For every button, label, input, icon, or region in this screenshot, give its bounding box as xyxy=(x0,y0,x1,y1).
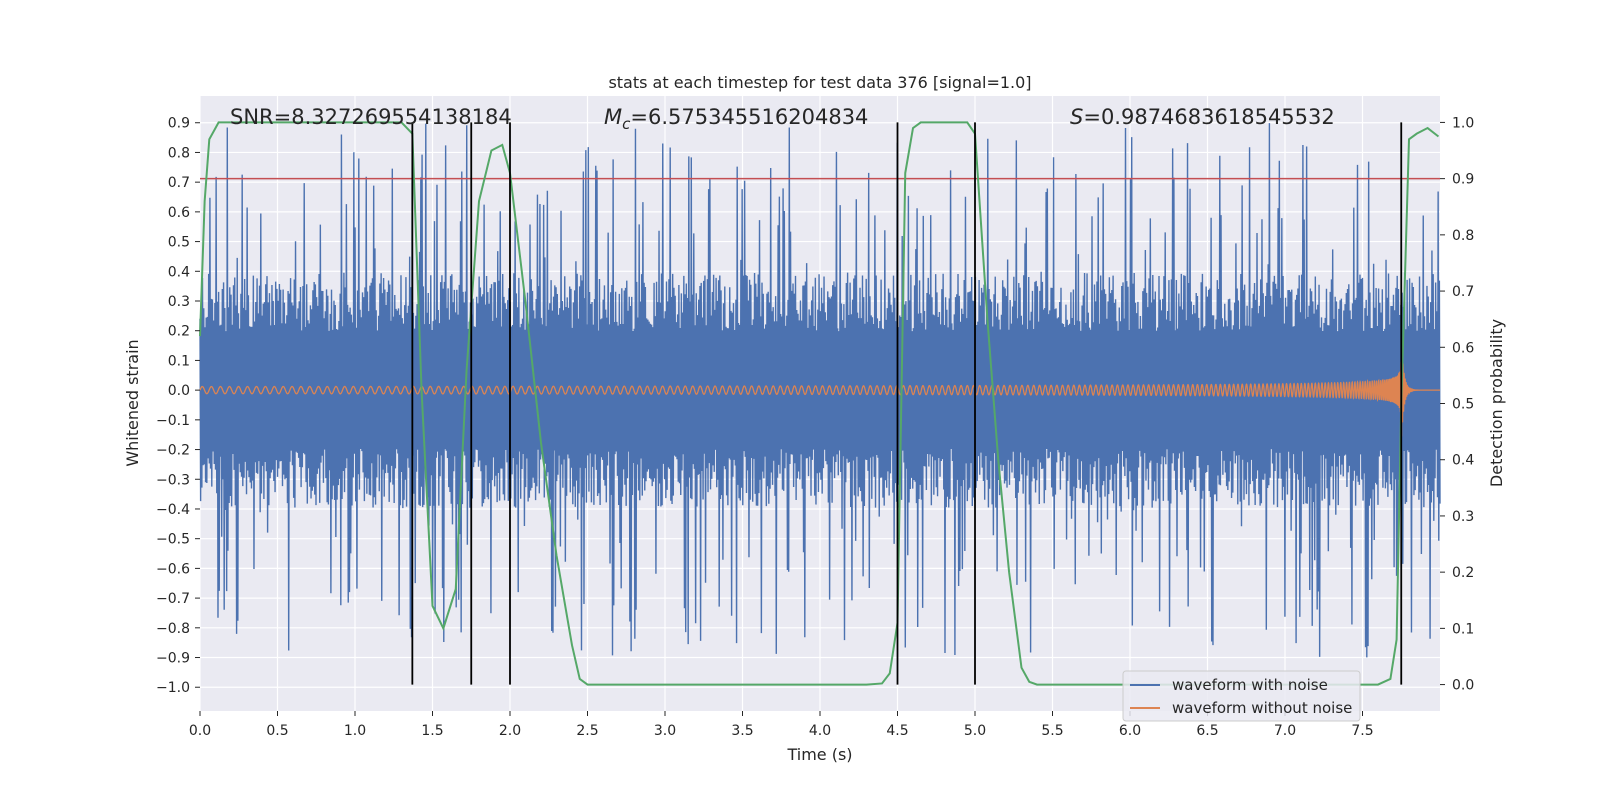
x-tick-label: 2.5 xyxy=(576,723,598,739)
mc-subscript: c xyxy=(622,115,631,133)
y-tick-label: −0.5 xyxy=(156,532,190,548)
y2-tick-label: 0.6 xyxy=(1452,340,1474,356)
mc-symbol: M xyxy=(604,105,622,129)
y-tick-label: −0.6 xyxy=(156,561,190,577)
x-tick-label: 4.5 xyxy=(886,723,908,739)
mc-value: =6.575345516204834 xyxy=(630,105,868,129)
legend-label-clean: waveform without noise xyxy=(1172,699,1352,717)
y2-tick-label: 0.8 xyxy=(1452,228,1474,244)
x-tick-label: 1.0 xyxy=(344,723,366,739)
y-tick-label: −1.0 xyxy=(156,680,190,696)
y2-tick-label: 0.7 xyxy=(1452,284,1474,300)
x-tick-label: 2.0 xyxy=(499,723,521,739)
y-tick-label: 0.3 xyxy=(168,294,190,310)
y-tick-label: 0.5 xyxy=(168,235,190,251)
y2-tick-label: 1.0 xyxy=(1452,115,1474,131)
x-tick-label: 3.0 xyxy=(654,723,676,739)
y2-tick-label: 0.9 xyxy=(1452,172,1474,188)
x-tick-label: 0.5 xyxy=(266,723,288,739)
y-tick-label: −0.7 xyxy=(156,591,190,607)
x-tick-label: 6.5 xyxy=(1196,723,1218,739)
y-tick-label: 0.7 xyxy=(168,175,190,191)
y-tick-label: 0.0 xyxy=(168,383,190,399)
x-tick-label: 6.0 xyxy=(1119,723,1141,739)
snr-annotation: SNR=8.327269554138184 xyxy=(230,105,512,129)
y-axis-ticks: −1.0 −0.9 −0.8 −0.7 −0.6 −0.5 −0.4 −0.3 −0.2 −0.1… xyxy=(156,116,200,696)
y2-tick-label: 0.3 xyxy=(1452,509,1474,525)
y2-axis-ticks: 0.0 0.1 0.2 0.3 0.4 0.5 0.6 0.7 0.8 0.9 1.0 xyxy=(1440,115,1474,694)
vertical-lines xyxy=(411,122,1403,685)
y-tick-label: −0.4 xyxy=(156,502,190,518)
s-annotation: S=0.9874683618545532 xyxy=(1070,105,1335,129)
y-tick-label: −0.1 xyxy=(156,413,190,429)
x-tick-label: 4.0 xyxy=(809,723,831,739)
x-tick-label: 1.5 xyxy=(421,723,443,739)
x-tick-label: 5.5 xyxy=(1041,723,1063,739)
y-tick-label: 0.6 xyxy=(168,205,190,221)
y-tick-label: −0.2 xyxy=(156,443,190,459)
y-tick-label: 0.2 xyxy=(168,324,190,340)
y2-axis-label: Detection probability xyxy=(1487,319,1506,487)
y2-tick-label: 0.4 xyxy=(1452,453,1474,469)
y-tick-label: −0.8 xyxy=(156,621,190,637)
y-axis-label: Whitened strain xyxy=(123,339,142,466)
y-tick-label: 0.1 xyxy=(168,353,190,369)
x-axis-ticks: 0.0 0.5 1.0 1.5 2.0 2.5 3.0 3.5 4.0 4.5 5.0 5.5 6.0 6… xyxy=(189,711,1374,739)
x-axis-label: Time (s) xyxy=(786,745,852,764)
mc-annotation: Mc=6.575345516204834 xyxy=(604,105,868,133)
y2-tick-label: 0.0 xyxy=(1452,678,1474,694)
legend-box xyxy=(1122,670,1361,722)
y2-tick-label: 0.5 xyxy=(1452,397,1474,413)
x-tick-label: 5.0 xyxy=(964,723,986,739)
series-waveform-without-noise xyxy=(199,351,1440,437)
y-tick-label: 0.9 xyxy=(168,116,190,132)
x-tick-label: 0.0 xyxy=(189,723,211,739)
legend-label-noise: waveform with noise xyxy=(1172,676,1328,694)
x-tick-label: 7.0 xyxy=(1274,723,1296,739)
y2-tick-label: 0.1 xyxy=(1452,621,1474,637)
s-symbol: S xyxy=(1070,105,1083,129)
chart-title: stats at each timestep for test data 376… xyxy=(608,73,1031,92)
legend: waveform with noise waveform without noi… xyxy=(1122,670,1361,722)
y-tick-label: 0.4 xyxy=(168,264,190,280)
y-tick-label: −0.9 xyxy=(156,651,190,667)
s-value: =0.9874683618545532 xyxy=(1083,105,1334,129)
x-tick-label: 3.5 xyxy=(731,723,753,739)
chirp-line xyxy=(199,351,1440,437)
x-tick-label: 7.5 xyxy=(1351,723,1373,739)
y2-tick-label: 0.2 xyxy=(1452,565,1474,581)
y-tick-label: −0.3 xyxy=(156,472,190,488)
y-tick-label: 0.8 xyxy=(168,145,190,161)
